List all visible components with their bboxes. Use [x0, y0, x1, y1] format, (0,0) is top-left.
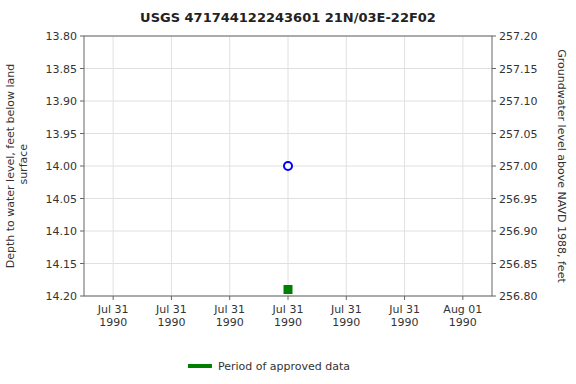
text-line: 1990: [99, 316, 127, 329]
background: [0, 0, 576, 384]
text-line: Jul 31: [272, 303, 304, 316]
tick-label: 256.95: [499, 193, 538, 206]
text-line: 1990: [391, 316, 419, 329]
marks: [284, 162, 292, 294]
tick-mark: [80, 166, 84, 167]
chart: 13.80 13.85 13.90 13.95 14.00 14.05 14.10 14.15…: [0, 0, 576, 384]
text-line: 1990: [157, 316, 185, 329]
tick-label: 13.85: [46, 63, 78, 76]
tick-mark: [492, 133, 496, 134]
tick-mark: [229, 296, 230, 300]
text-line: Jul 31: [388, 303, 420, 316]
text-line: Jul 31: [97, 303, 129, 316]
tick-label: 13.90: [46, 95, 78, 108]
tick-label: 14.15: [46, 258, 78, 271]
tick-mark: [80, 36, 84, 37]
tick-label: Jul 311990: [155, 303, 187, 329]
legend-label: Period of approved data: [218, 360, 350, 373]
text-line: surface: [17, 144, 30, 188]
tick-mark: [492, 101, 496, 102]
y-axis-label-group: Depth to water level, feet below land su…: [4, 64, 30, 269]
tick-mark: [80, 198, 84, 199]
text-line: Aug 01: [443, 303, 482, 316]
plot-frame: [84, 36, 492, 296]
tick-label: Jul 311990: [97, 303, 129, 329]
tick-mark: [113, 296, 114, 300]
tick-mark: [492, 198, 496, 199]
grid-line: [462, 36, 463, 296]
tick-mark: [492, 68, 496, 69]
text-line: 1990: [216, 316, 244, 329]
tick-label: 14.05: [46, 193, 78, 206]
tick-mark: [492, 166, 496, 167]
tick-label: 256.80: [499, 290, 538, 303]
tick-label: Jul 311990: [388, 303, 420, 329]
tick-mark: [80, 101, 84, 102]
tick-label: 13.95: [46, 128, 78, 141]
y2-axis-label: Groundwater level above NAVD 1988, feet: [555, 49, 568, 283]
tick-label: 257.05: [499, 128, 538, 141]
tick-mark: [404, 296, 405, 300]
tick-mark: [80, 68, 84, 69]
tick-mark: [171, 296, 172, 300]
text-line: Depth to water level, feet below land: [4, 64, 17, 269]
y-axis-label: Depth to water level, feet below land su…: [4, 64, 30, 269]
tick-label: Jul 311990: [330, 303, 362, 329]
tick-mark: [80, 133, 84, 134]
tick-label: 257.20: [499, 30, 538, 43]
tick-label: 13.80: [46, 30, 78, 43]
grid-line: [346, 36, 347, 296]
text-line: 1990: [274, 316, 302, 329]
tick-label: 14.10: [46, 225, 78, 238]
tick-mark: [492, 296, 496, 297]
y2-axis-label-group: Groundwater level above NAVD 1988, feet: [555, 49, 568, 283]
tick-mark: [80, 296, 84, 297]
tick-label: 256.90: [499, 225, 538, 238]
tick-label: 14.00: [46, 160, 78, 173]
tick-label: Aug 011990: [443, 303, 482, 329]
point: [284, 286, 292, 294]
text-line: 1990: [332, 316, 360, 329]
grid-line: [171, 36, 172, 296]
tick-label: 14.20: [46, 290, 78, 303]
tick-label: 256.85: [499, 258, 538, 271]
grid-line: [404, 36, 405, 296]
tick-mark: [492, 231, 496, 232]
tick-mark: [80, 231, 84, 232]
tick-label: Jul 311990: [272, 303, 304, 329]
tick-mark: [288, 296, 289, 300]
tick-label: 257.10: [499, 95, 538, 108]
tick-mark: [492, 263, 496, 264]
tick-mark: [492, 36, 496, 37]
legend-swatch: [188, 364, 212, 368]
text-line: Jul 31: [330, 303, 362, 316]
tick-mark: [462, 296, 463, 300]
legend: Period of approved data: [188, 360, 350, 373]
axes: 13.80 13.85 13.90 13.95 14.00 14.05 14.10 14.15…: [46, 30, 538, 329]
grid: [84, 36, 492, 296]
tick-label: Jul 311990: [213, 303, 245, 329]
tick-mark: [80, 263, 84, 264]
tick-label: 257.15: [499, 63, 538, 76]
text-line: Jul 31: [155, 303, 187, 316]
grid-line: [229, 36, 230, 296]
point: [284, 162, 292, 170]
tick-label: 257.00: [499, 160, 538, 173]
tick-mark: [346, 296, 347, 300]
text-line: Jul 31: [213, 303, 245, 316]
grid-line: [113, 36, 114, 296]
text-line: 1990: [449, 316, 477, 329]
title: USGS 471744122243601 21N/03E-22F02: [140, 10, 436, 25]
